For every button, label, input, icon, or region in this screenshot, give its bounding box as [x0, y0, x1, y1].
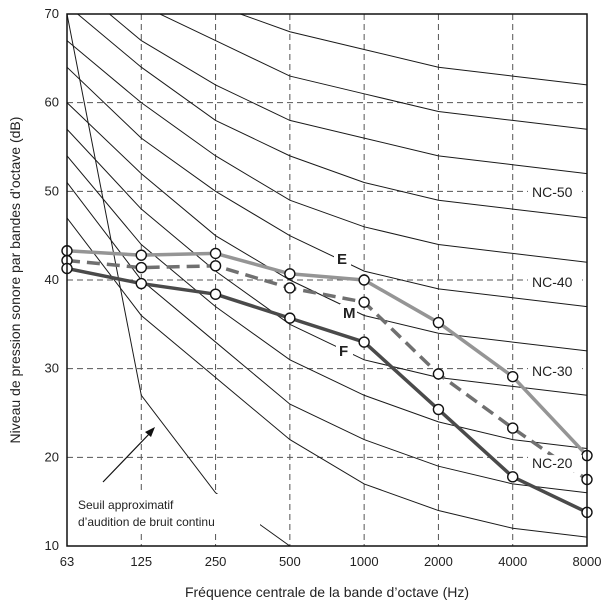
series-letter-bg: [336, 342, 353, 360]
nc-curve-label: NC-20: [532, 455, 573, 471]
nc-curve-line: [67, 155, 587, 449]
y-tick-label: 60: [45, 95, 59, 110]
x-tick-label: 63: [60, 554, 74, 569]
y-tick-label: 70: [45, 6, 59, 21]
x-tick-label: 250: [205, 554, 227, 569]
y-tick-label: 20: [45, 449, 59, 464]
x-tick-label: 2000: [424, 554, 453, 569]
series-points: [61, 245, 593, 519]
series-line-m: [67, 258, 587, 481]
nc-curve-line: [108, 14, 587, 175]
data-point-e: [358, 274, 370, 286]
data-point-m: [135, 261, 147, 274]
x-axis-label: Fréquence centrale de la bande d’octave …: [185, 584, 469, 600]
nc-curve-line: [158, 14, 587, 130]
nc-curve-line: [67, 217, 587, 538]
series-letter-bg: [340, 304, 357, 322]
data-point-m: [432, 368, 445, 380]
x-tick-label: 500: [279, 554, 301, 569]
nc-curve-line: [67, 66, 587, 308]
nc-label-bg: [528, 274, 582, 292]
nc-curve-label: NC-50: [532, 184, 573, 200]
y-tick-label: 50: [45, 183, 59, 198]
data-point-m: [284, 282, 296, 294]
x-tick-label: 4000: [498, 554, 527, 569]
series-line-f: [67, 266, 587, 514]
y-tick-label: 10: [45, 538, 59, 553]
series-label-m: M: [343, 305, 356, 322]
series-lines: [67, 248, 587, 514]
nc-curve-line: [67, 182, 587, 494]
data-point-e: [284, 268, 296, 280]
chart-texts: 63 125 250 500 1000 2000 4000 8000 10 20 30 40 50 60 7…: [45, 6, 602, 569]
data-point-f: [507, 471, 519, 483]
data-point-e: [432, 316, 445, 329]
data-point-e: [135, 249, 147, 261]
annotation-arrow-line: [102, 430, 153, 483]
x-tick-label: 125: [130, 554, 152, 569]
nc-label-bg: [528, 455, 582, 473]
annotation-arrow-head: [145, 427, 155, 437]
data-point-e: [209, 247, 222, 260]
plot-frame: [66, 13, 588, 547]
series-letter-bg: [334, 250, 351, 268]
data-point-f: [432, 403, 445, 416]
y-axis-label: Niveau de pression sonore par bandes d’o…: [7, 117, 23, 444]
series-line-e: [67, 248, 587, 457]
nc-curve-line: [67, 102, 587, 352]
y-tick-label: 30: [45, 361, 59, 376]
data-point-e: [507, 370, 519, 383]
nc-curve-label: NC-30: [532, 363, 573, 379]
nc-curve-line: [67, 128, 587, 396]
nc-label-bg: [528, 362, 582, 380]
nc-curve-line: [76, 14, 587, 219]
nc-label-bg: [528, 183, 582, 201]
data-point-f: [284, 312, 296, 324]
series-label-e: E: [337, 251, 347, 268]
x-tick-label: 8000: [573, 554, 602, 569]
data-point-m: [507, 422, 519, 434]
data-point-f: [358, 336, 370, 348]
x-tick-label: 1000: [350, 554, 379, 569]
nc-curves: [67, 14, 587, 538]
data-point-f: [209, 288, 222, 300]
series-label-f: F: [339, 343, 348, 360]
data-point-m: [209, 260, 222, 272]
data-point-m: [358, 296, 370, 308]
y-tick-label: 40: [45, 272, 59, 287]
nc-curve-line: [67, 40, 587, 263]
annotation-bg: [74, 494, 260, 534]
threshold-annotation-text: Seuil approximatif: [78, 498, 174, 512]
nc-curve-label: NC-40: [532, 274, 573, 290]
nc-curve-line: [238, 14, 587, 86]
data-point-f: [135, 277, 147, 290]
threshold-annotation-text: d’audition de bruit continu: [78, 515, 215, 529]
